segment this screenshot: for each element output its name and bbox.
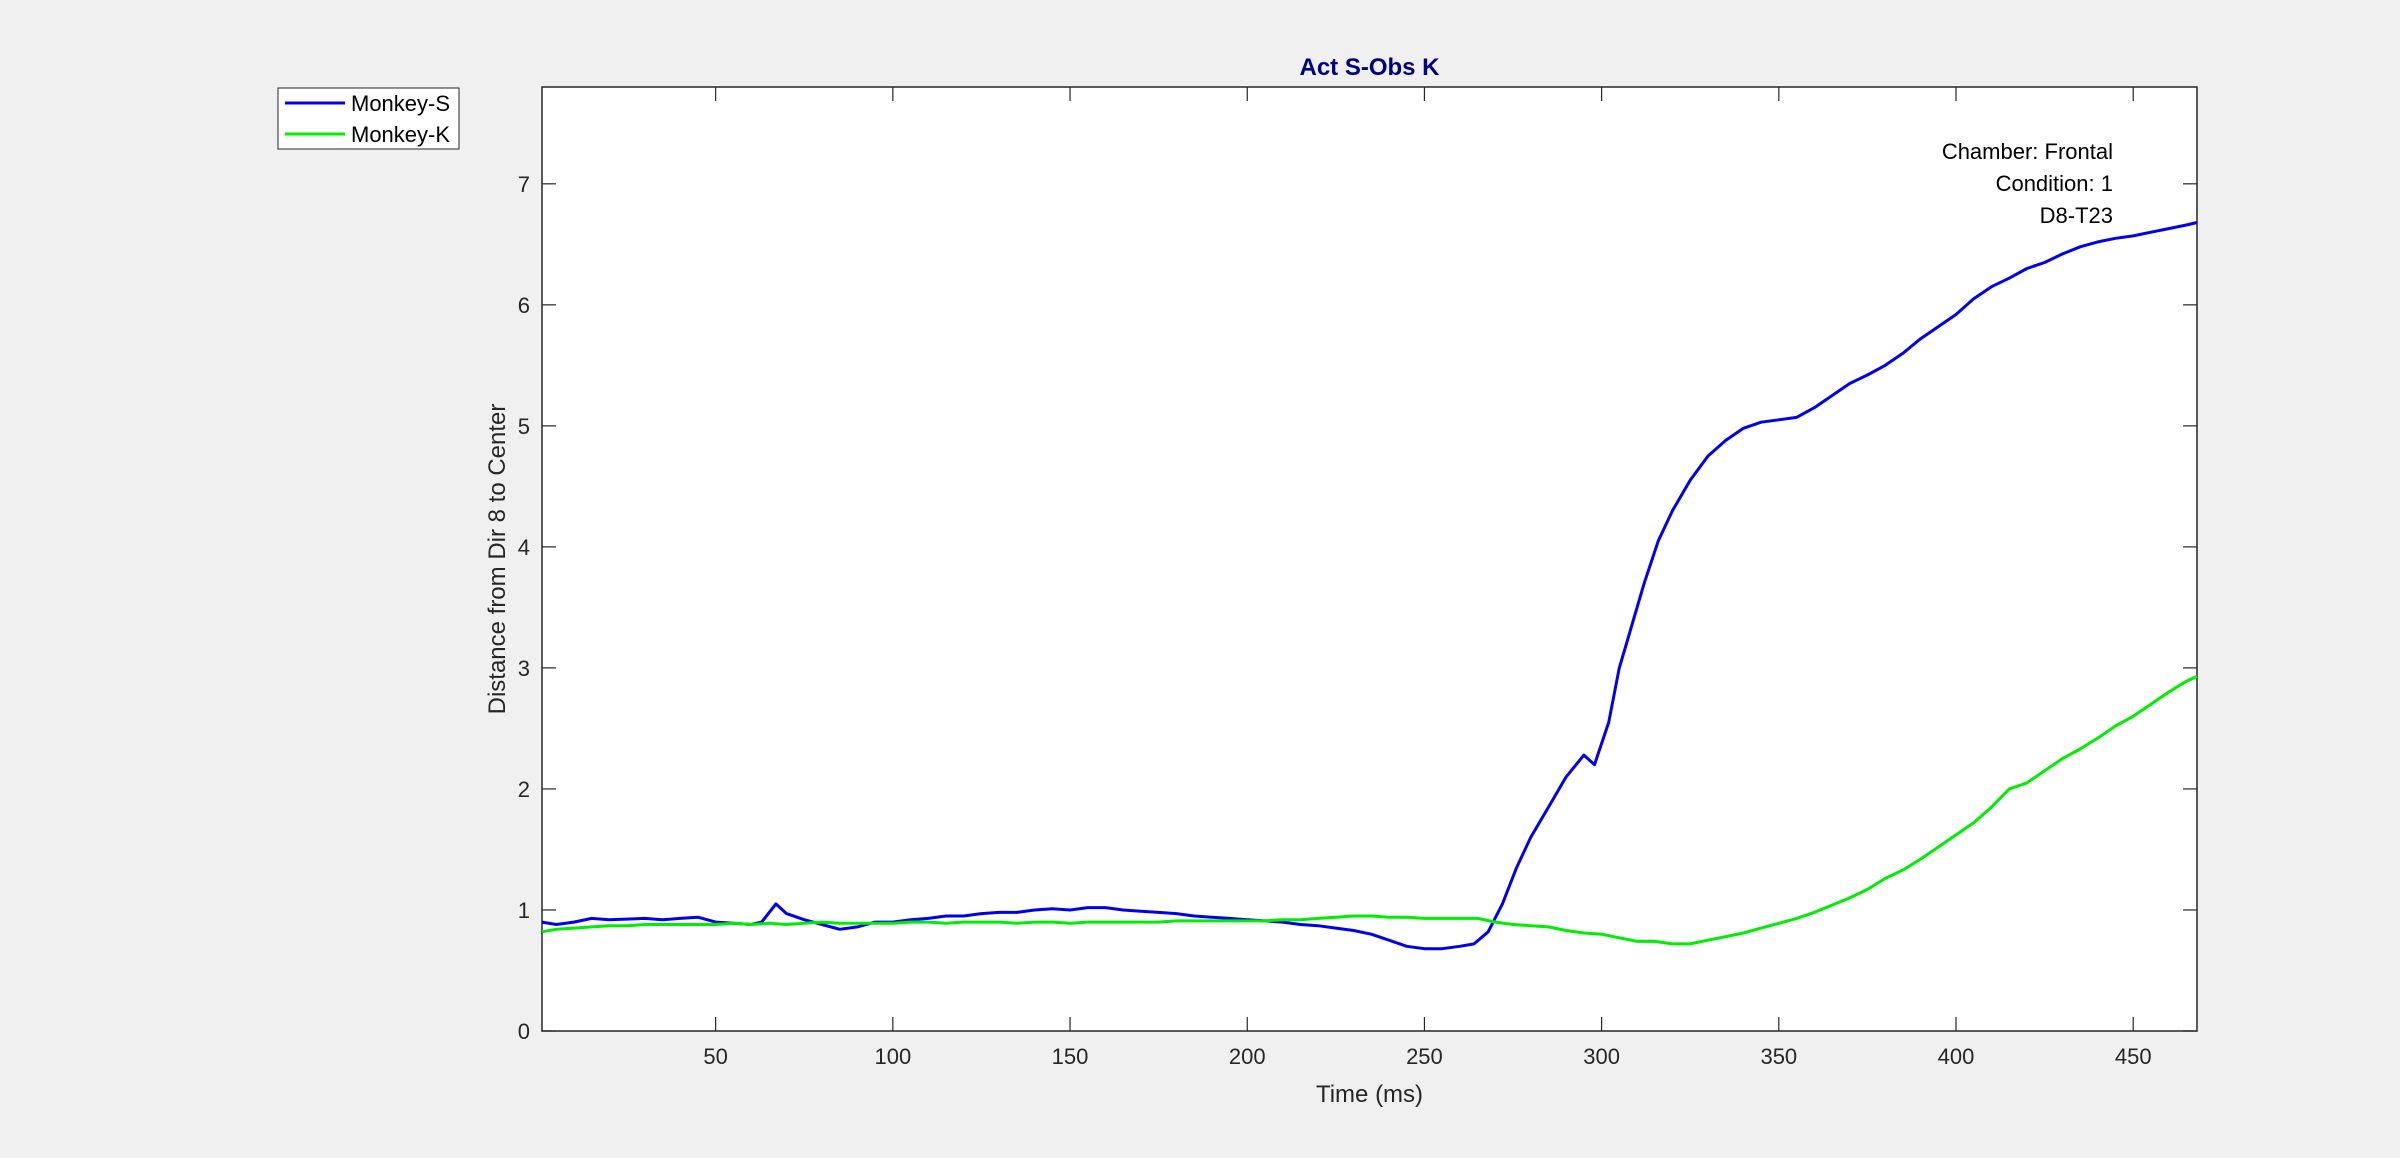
x-tick-label: 250 xyxy=(1406,1044,1443,1069)
y-tick-label: 2 xyxy=(518,777,530,802)
x-tick-label: 350 xyxy=(1760,1044,1797,1069)
x-tick-label: 300 xyxy=(1583,1044,1620,1069)
y-tick-label: 3 xyxy=(518,656,530,681)
x-tick-label: 450 xyxy=(2115,1044,2152,1069)
y-tick-label: 7 xyxy=(518,172,530,197)
x-tick-label: 200 xyxy=(1229,1044,1266,1069)
series-line-monkey-s xyxy=(541,221,2198,951)
y-tick-label: 1 xyxy=(518,898,530,923)
x-axis-ticks: 50 100 150 200 250 300 350 400 450 xyxy=(703,87,2152,1069)
annotation-chamber: Chamber: Frontal xyxy=(1942,139,2113,164)
annotation-block: Chamber: Frontal Condition: 1 D8-T23 xyxy=(1942,139,2113,228)
x-tick-label: 400 xyxy=(1938,1044,1975,1069)
plot-area xyxy=(541,86,2198,1032)
legend-label-monkey-k: Monkey-K xyxy=(351,122,450,147)
x-tick-label: 50 xyxy=(703,1044,727,1069)
annotation-condition: Condition: 1 xyxy=(1996,171,2113,196)
legend-box xyxy=(277,87,460,150)
y-tick-label: 5 xyxy=(518,414,530,439)
series-line-monkey-k xyxy=(541,675,2198,946)
x-tick-label: 150 xyxy=(1052,1044,1089,1069)
x-tick-label: 100 xyxy=(874,1044,911,1069)
y-tick-label: 6 xyxy=(518,293,530,318)
legend[interactable]: Monkey-S Monkey-K xyxy=(277,87,460,150)
series-lines xyxy=(541,221,2198,951)
y-tick-label: 4 xyxy=(518,535,530,560)
annotation-trial: D8-T23 xyxy=(2040,203,2113,228)
y-axis-ticks: 0 1 2 3 4 5 6 7 xyxy=(518,172,2197,1044)
x-axis-label: Time (ms) xyxy=(1316,1081,1423,1108)
legend-label-monkey-s: Monkey-S xyxy=(351,91,450,116)
chart-title: Act S-Obs K xyxy=(1299,54,1440,81)
y-axis-label: Distance from Dir 8 to Center xyxy=(484,404,511,715)
y-tick-label: 0 xyxy=(518,1019,530,1044)
